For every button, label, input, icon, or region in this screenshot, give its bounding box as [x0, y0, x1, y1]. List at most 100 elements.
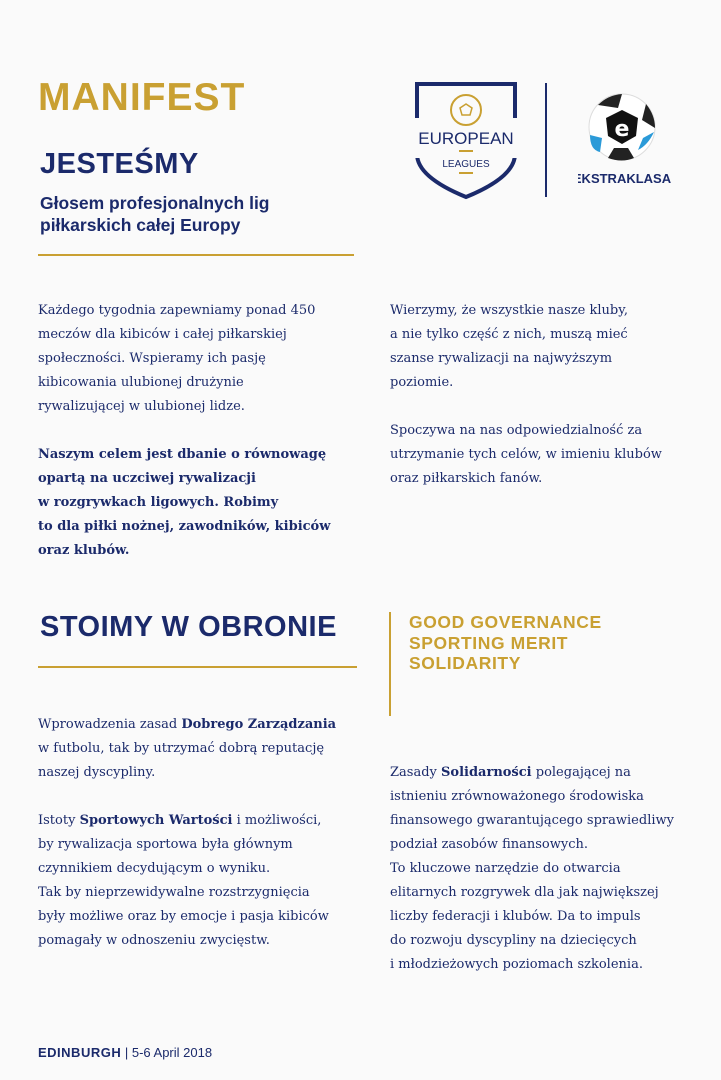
text-segment: kibicowania ulubionej drużynie — [38, 375, 244, 390]
text-line: Istoty Sportowych Wartości i możliwości, — [38, 809, 336, 833]
text-line: oraz klubów. — [38, 539, 330, 563]
divider — [38, 254, 354, 256]
text-segment: do rozwoju dyscypliny na dziecięcych — [390, 933, 637, 948]
emphasis-text: w rozgrywkach ligowych. Robimy — [38, 495, 279, 510]
text-segment: Wierzymy, że wszystkie nasze kluby, — [390, 303, 628, 318]
text-line: opartą na uczciwej rywalizacji — [38, 467, 330, 491]
jestesmy-heading: JESTEŚMY — [40, 148, 199, 180]
text-line: w futbolu, tak by utrzymać dobrą reputac… — [38, 737, 336, 761]
value-item: GOOD GOVERNANCE — [409, 612, 602, 632]
text-line: liczby federacji i klubów. Da to impuls — [390, 905, 674, 929]
text-segment: poziomie. — [390, 375, 454, 390]
emphasis-text: opartą na uczciwej rywalizacji — [38, 471, 256, 486]
footer-date: | 5-6 April 2018 — [124, 1045, 213, 1060]
text-segment: liczby federacji i klubów. Da to impuls — [390, 909, 641, 924]
text-segment: Istoty — [38, 813, 80, 828]
text-line: oraz piłkarskich fanów. — [390, 467, 662, 491]
emphasis-text: Sportowych Wartości — [79, 813, 233, 828]
text-line: społeczności. Wspieramy ich pasję — [38, 347, 330, 371]
text-line: pomagały w odnoszeniu zwycięstw. — [38, 929, 336, 953]
text-segment: elitarnych rozgrywek dla jak największej — [390, 885, 659, 900]
ekstraklasa-logo: e EKSTRAKLASA — [573, 90, 678, 190]
text-segment: Zasady — [390, 765, 442, 780]
text-line: naszej dyscypliny. — [38, 761, 336, 785]
text-segment: finansowego gwarantującego sprawiedliwy — [390, 813, 674, 828]
emphasis-text: Naszym celem jest dbanie o równowagę — [38, 447, 327, 462]
text-line: w rozgrywkach ligowych. Robimy — [38, 491, 330, 515]
text-segment: były możliwe oraz by emocje i pasja kibi… — [38, 909, 329, 924]
text-segment: i możliwości, — [232, 813, 322, 828]
text-segment: utrzymanie tych celów, w imieniu klubów — [390, 447, 662, 462]
subtitle-line: Głosem profesjonalnych lig — [40, 193, 270, 213]
manifest-title: MANIFEST — [38, 76, 246, 119]
svg-text:e: e — [615, 117, 630, 142]
text-segment: podział zasobów finansowych. — [390, 837, 589, 852]
text-line: podział zasobów finansowych. — [390, 833, 674, 857]
text-line: poziomie. — [390, 371, 662, 395]
text-line: były możliwe oraz by emocje i pasja kibi… — [38, 905, 336, 929]
logo-text: EUROPEAN — [418, 129, 513, 148]
european-leagues-logo: EUROPEAN LEAGUES — [412, 82, 520, 200]
text-line: Tak by nieprzewidywalne rozstrzygnięcia — [38, 881, 336, 905]
text-line: rywalizującej w ulubionej lidze. — [38, 395, 330, 419]
values-list: GOOD GOVERNANCE SPORTING MERIT SOLIDARIT… — [409, 612, 602, 674]
text-line: Naszym celem jest dbanie o równowagę — [38, 443, 330, 467]
text-segment: oraz piłkarskich fanów. — [390, 471, 543, 486]
paragraph-gap — [38, 419, 330, 443]
emphasis-text: Solidarności — [441, 765, 532, 780]
text-line: Każdego tygodnia zapewniamy ponad 450 — [38, 299, 330, 323]
text-line: to dla piłki nożnej, zawodników, kibiców — [38, 515, 330, 539]
text-segment: a nie tylko część z nich, muszą mieć — [390, 327, 628, 342]
text-line: do rozwoju dyscypliny na dziecięcych — [390, 929, 674, 953]
text-line: kibicowania ulubionej drużynie — [38, 371, 330, 395]
text-line: Spoczywa na nas odpowiedzialność za — [390, 419, 662, 443]
text-segment: w futbolu, tak by utrzymać dobrą reputac… — [38, 741, 325, 756]
vertical-divider — [389, 612, 391, 716]
subtitle: Głosem profesjonalnych lig piłkarskich c… — [40, 192, 270, 236]
text-segment: Tak by nieprzewidywalne rozstrzygnięcia — [38, 885, 310, 900]
text-segment: szanse rywalizacji na najwyższym — [390, 351, 613, 366]
text-line: Wprowadzenia zasad Dobrego Zarządzania — [38, 713, 336, 737]
text-line: Zasady Solidarności polegającej na — [390, 761, 674, 785]
text-segment: by rywalizacja sportowa była głównym — [38, 837, 293, 852]
text-line: utrzymanie tych celów, w imieniu klubów — [390, 443, 662, 467]
footer-city: EDINBURGH — [38, 1045, 122, 1060]
text-line: Wierzymy, że wszystkie nasze kluby, — [390, 299, 662, 323]
paragraph-gap — [390, 395, 662, 419]
text-segment: To kluczowe narzędzie do otwarcia — [390, 861, 621, 876]
text-segment: istnieniu zrównoważonego środowiska — [390, 789, 644, 804]
text-line: szanse rywalizacji na najwyższym — [390, 347, 662, 371]
logo-separator — [545, 83, 547, 197]
text-segment: Wprowadzenia zasad — [38, 717, 182, 732]
text-segment: społeczności. Wspieramy ich pasję — [38, 351, 266, 366]
text-segment: Spoczywa na nas odpowiedzialność za — [390, 423, 643, 438]
emphasis-text: oraz klubów. — [38, 543, 130, 558]
logo-text: LEAGUES — [442, 159, 490, 170]
divider — [38, 666, 357, 668]
section2-left-text: Wprowadzenia zasad Dobrego Zarządzania w … — [38, 713, 336, 953]
section2-right-text: Zasady Solidarności polegającej na istnie… — [390, 761, 674, 977]
emphasis-text: Dobrego Zarządzania — [181, 717, 337, 732]
text-line: To kluczowe narzędzie do otwarcia — [390, 857, 674, 881]
text-line: istnieniu zrównoważonego środowiska — [390, 785, 674, 809]
footer: EDINBURGH | 5-6 April 2018 — [38, 1045, 212, 1060]
text-line: elitarnych rozgrywek dla jak największej — [390, 881, 674, 905]
text-segment: naszej dyscypliny. — [38, 765, 156, 780]
text-segment: meczów dla kibiców i całej piłkarskiej — [38, 327, 287, 342]
text-segment: polegającej na — [531, 765, 631, 780]
value-item: SOLIDARITY — [409, 653, 521, 673]
emphasis-text: to dla piłki nożnej, zawodników, kibiców — [38, 519, 331, 534]
text-segment: Każdego tygodnia zapewniamy ponad 450 — [38, 303, 316, 318]
stoimy-heading: STOIMY W OBRONIE — [40, 611, 337, 643]
subtitle-line: piłkarskich całej Europy — [40, 215, 241, 235]
text-segment: i młodzieżowych poziomach szkolenia. — [390, 957, 643, 972]
text-line: a nie tylko część z nich, muszą mieć — [390, 323, 662, 347]
text-segment: rywalizującej w ulubionej lidze. — [38, 399, 245, 414]
section1-right-text: Wierzymy, że wszystkie nasze kluby, a nie… — [390, 299, 662, 491]
paragraph-gap — [38, 785, 336, 809]
text-line: i młodzieżowych poziomach szkolenia. — [390, 953, 674, 977]
text-segment: czynnikiem decydującym o wyniku. — [38, 861, 271, 876]
text-line: by rywalizacja sportowa była głównym — [38, 833, 336, 857]
logo-text: EKSTRAKLASA — [578, 171, 672, 186]
text-line: czynnikiem decydującym o wyniku. — [38, 857, 336, 881]
